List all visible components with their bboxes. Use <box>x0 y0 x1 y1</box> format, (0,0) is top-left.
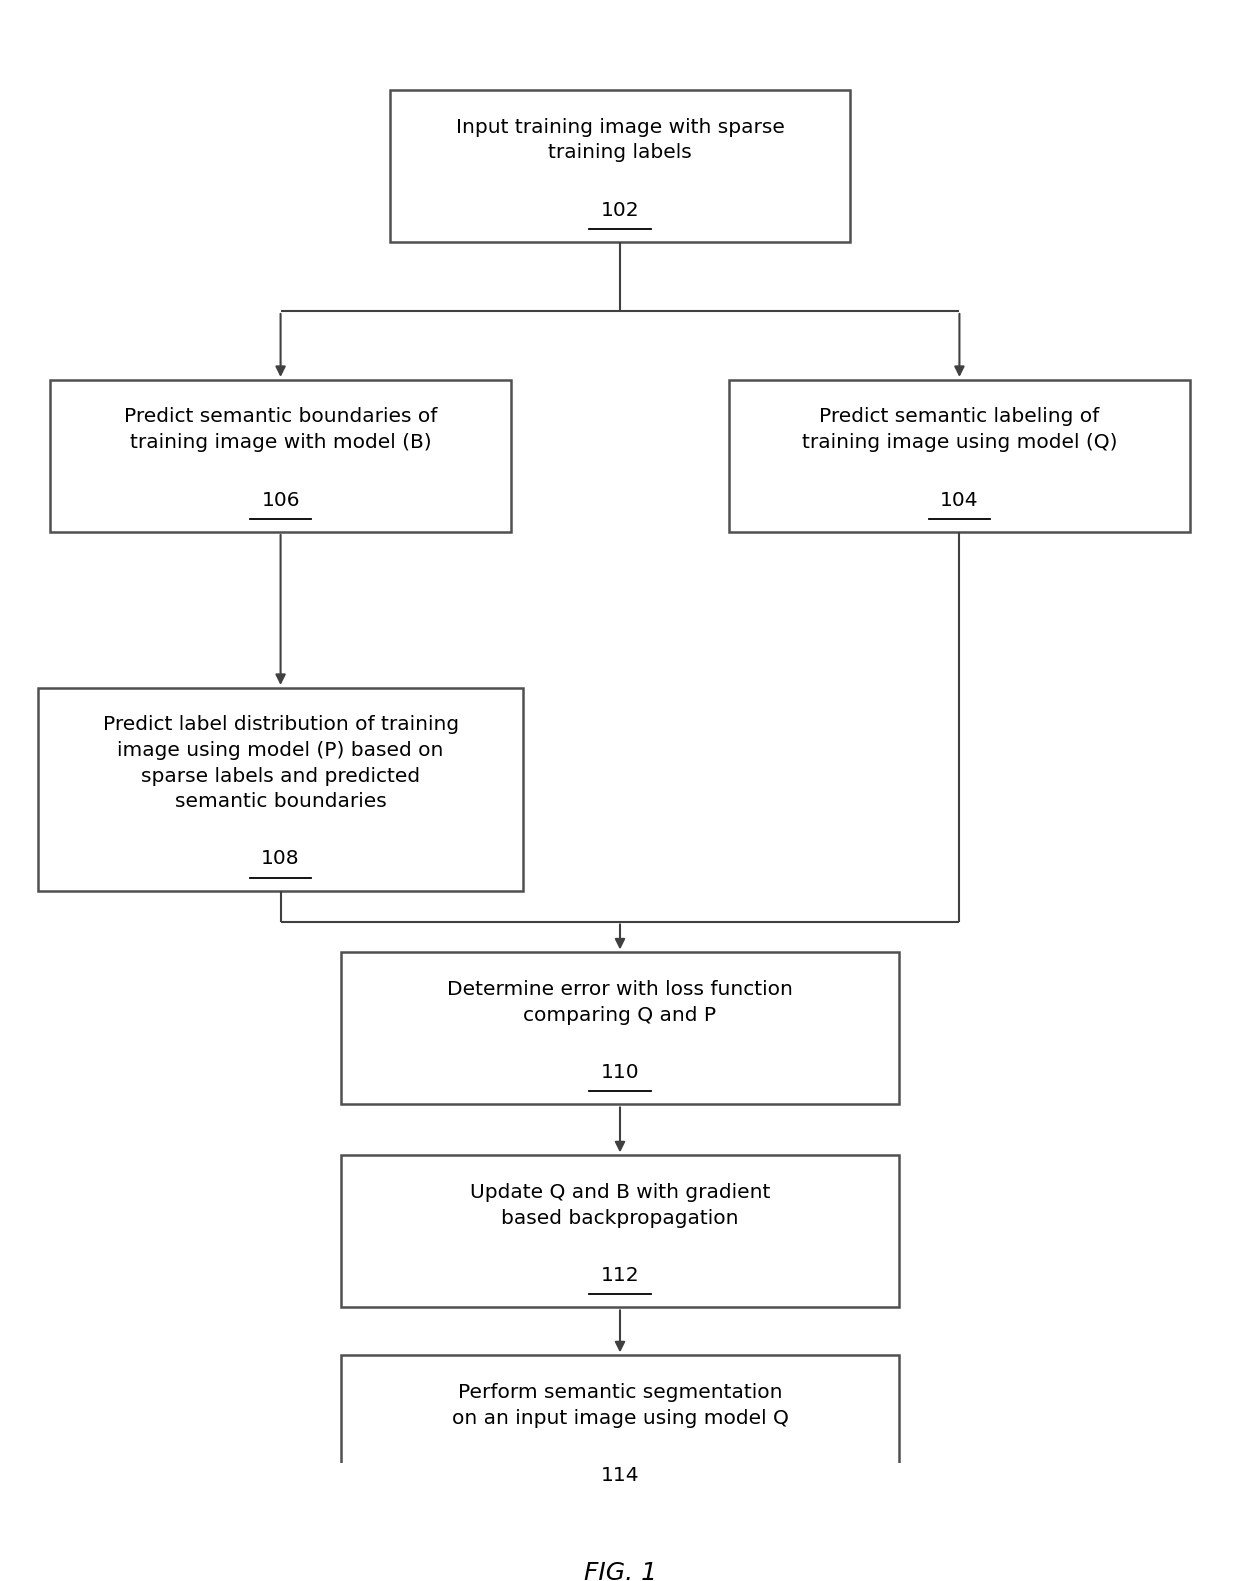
Text: Perform semantic segmentation
on an input image using model Q: Perform semantic segmentation on an inpu… <box>451 1383 789 1428</box>
Text: Update Q and B with gradient
based backpropagation: Update Q and B with gradient based backp… <box>470 1183 770 1227</box>
Text: Predict semantic labeling of
training image using model (Q): Predict semantic labeling of training im… <box>802 408 1117 452</box>
Bar <box>729 379 1189 533</box>
Text: Predict semantic boundaries of
training image with model (B): Predict semantic boundaries of training … <box>124 408 438 452</box>
Text: Input training image with sparse
training labels: Input training image with sparse trainin… <box>455 117 785 163</box>
Bar <box>389 90 851 242</box>
Text: 112: 112 <box>600 1266 640 1285</box>
Text: Predict label distribution of training
image using model (P) based on
sparse lab: Predict label distribution of training i… <box>103 715 459 811</box>
Text: 102: 102 <box>600 201 640 220</box>
Bar <box>341 1355 899 1507</box>
Bar <box>38 688 523 890</box>
Text: 106: 106 <box>262 490 300 509</box>
Text: 110: 110 <box>600 1062 640 1081</box>
Bar <box>341 1156 899 1307</box>
Text: Determine error with loss function
comparing Q and P: Determine error with loss function compa… <box>448 980 792 1024</box>
Bar <box>341 952 899 1105</box>
Text: 104: 104 <box>940 490 978 509</box>
Bar <box>51 379 511 533</box>
Text: FIG. 1: FIG. 1 <box>584 1560 656 1581</box>
Text: 108: 108 <box>262 849 300 868</box>
Text: 114: 114 <box>600 1466 640 1485</box>
